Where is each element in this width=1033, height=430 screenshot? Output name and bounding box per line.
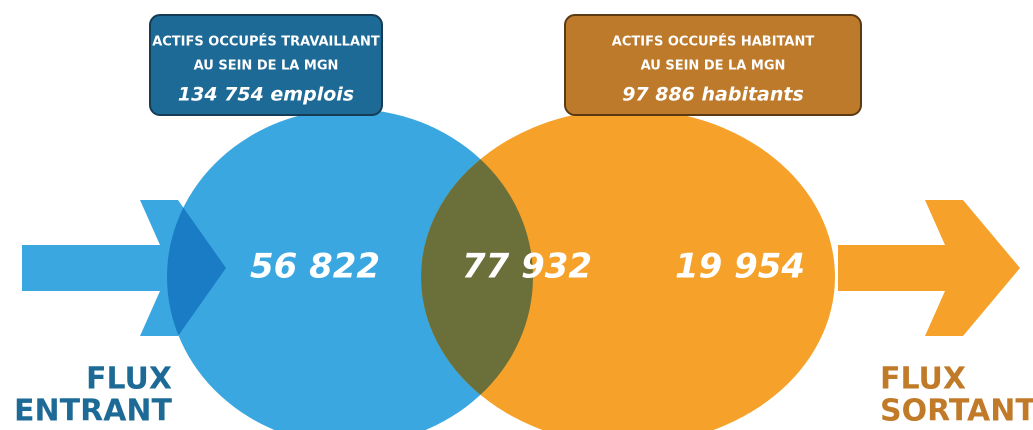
box-line: AU SEIN DE LA MGN <box>194 59 339 74</box>
flux-out: FLUX <box>880 362 966 397</box>
circle-right <box>421 109 835 430</box>
flux-out: SORTANT <box>880 394 1033 429</box>
flux-in: ENTRANT <box>14 394 172 429</box>
arrow-in-overlap <box>167 200 226 336</box>
flux-in: FLUX <box>86 362 172 397</box>
box-right <box>564 14 862 116</box>
box-line: ACTIFS OCCUPÉS HABITANT <box>612 34 815 50</box>
left-value: 56 822 <box>250 247 380 287</box>
right-value: 19 954 <box>675 247 805 287</box>
box-total: 134 754 emplois <box>178 84 354 106</box>
box-line: ACTIFS OCCUPÉS TRAVAILLANT <box>152 34 380 50</box>
box-total: 97 886 habitants <box>622 84 804 106</box>
arrow-out <box>838 200 1020 336</box>
box-line: AU SEIN DE LA MGN <box>641 59 786 74</box>
overlap-value: 77 932 <box>462 247 592 287</box>
box-left <box>149 14 383 116</box>
